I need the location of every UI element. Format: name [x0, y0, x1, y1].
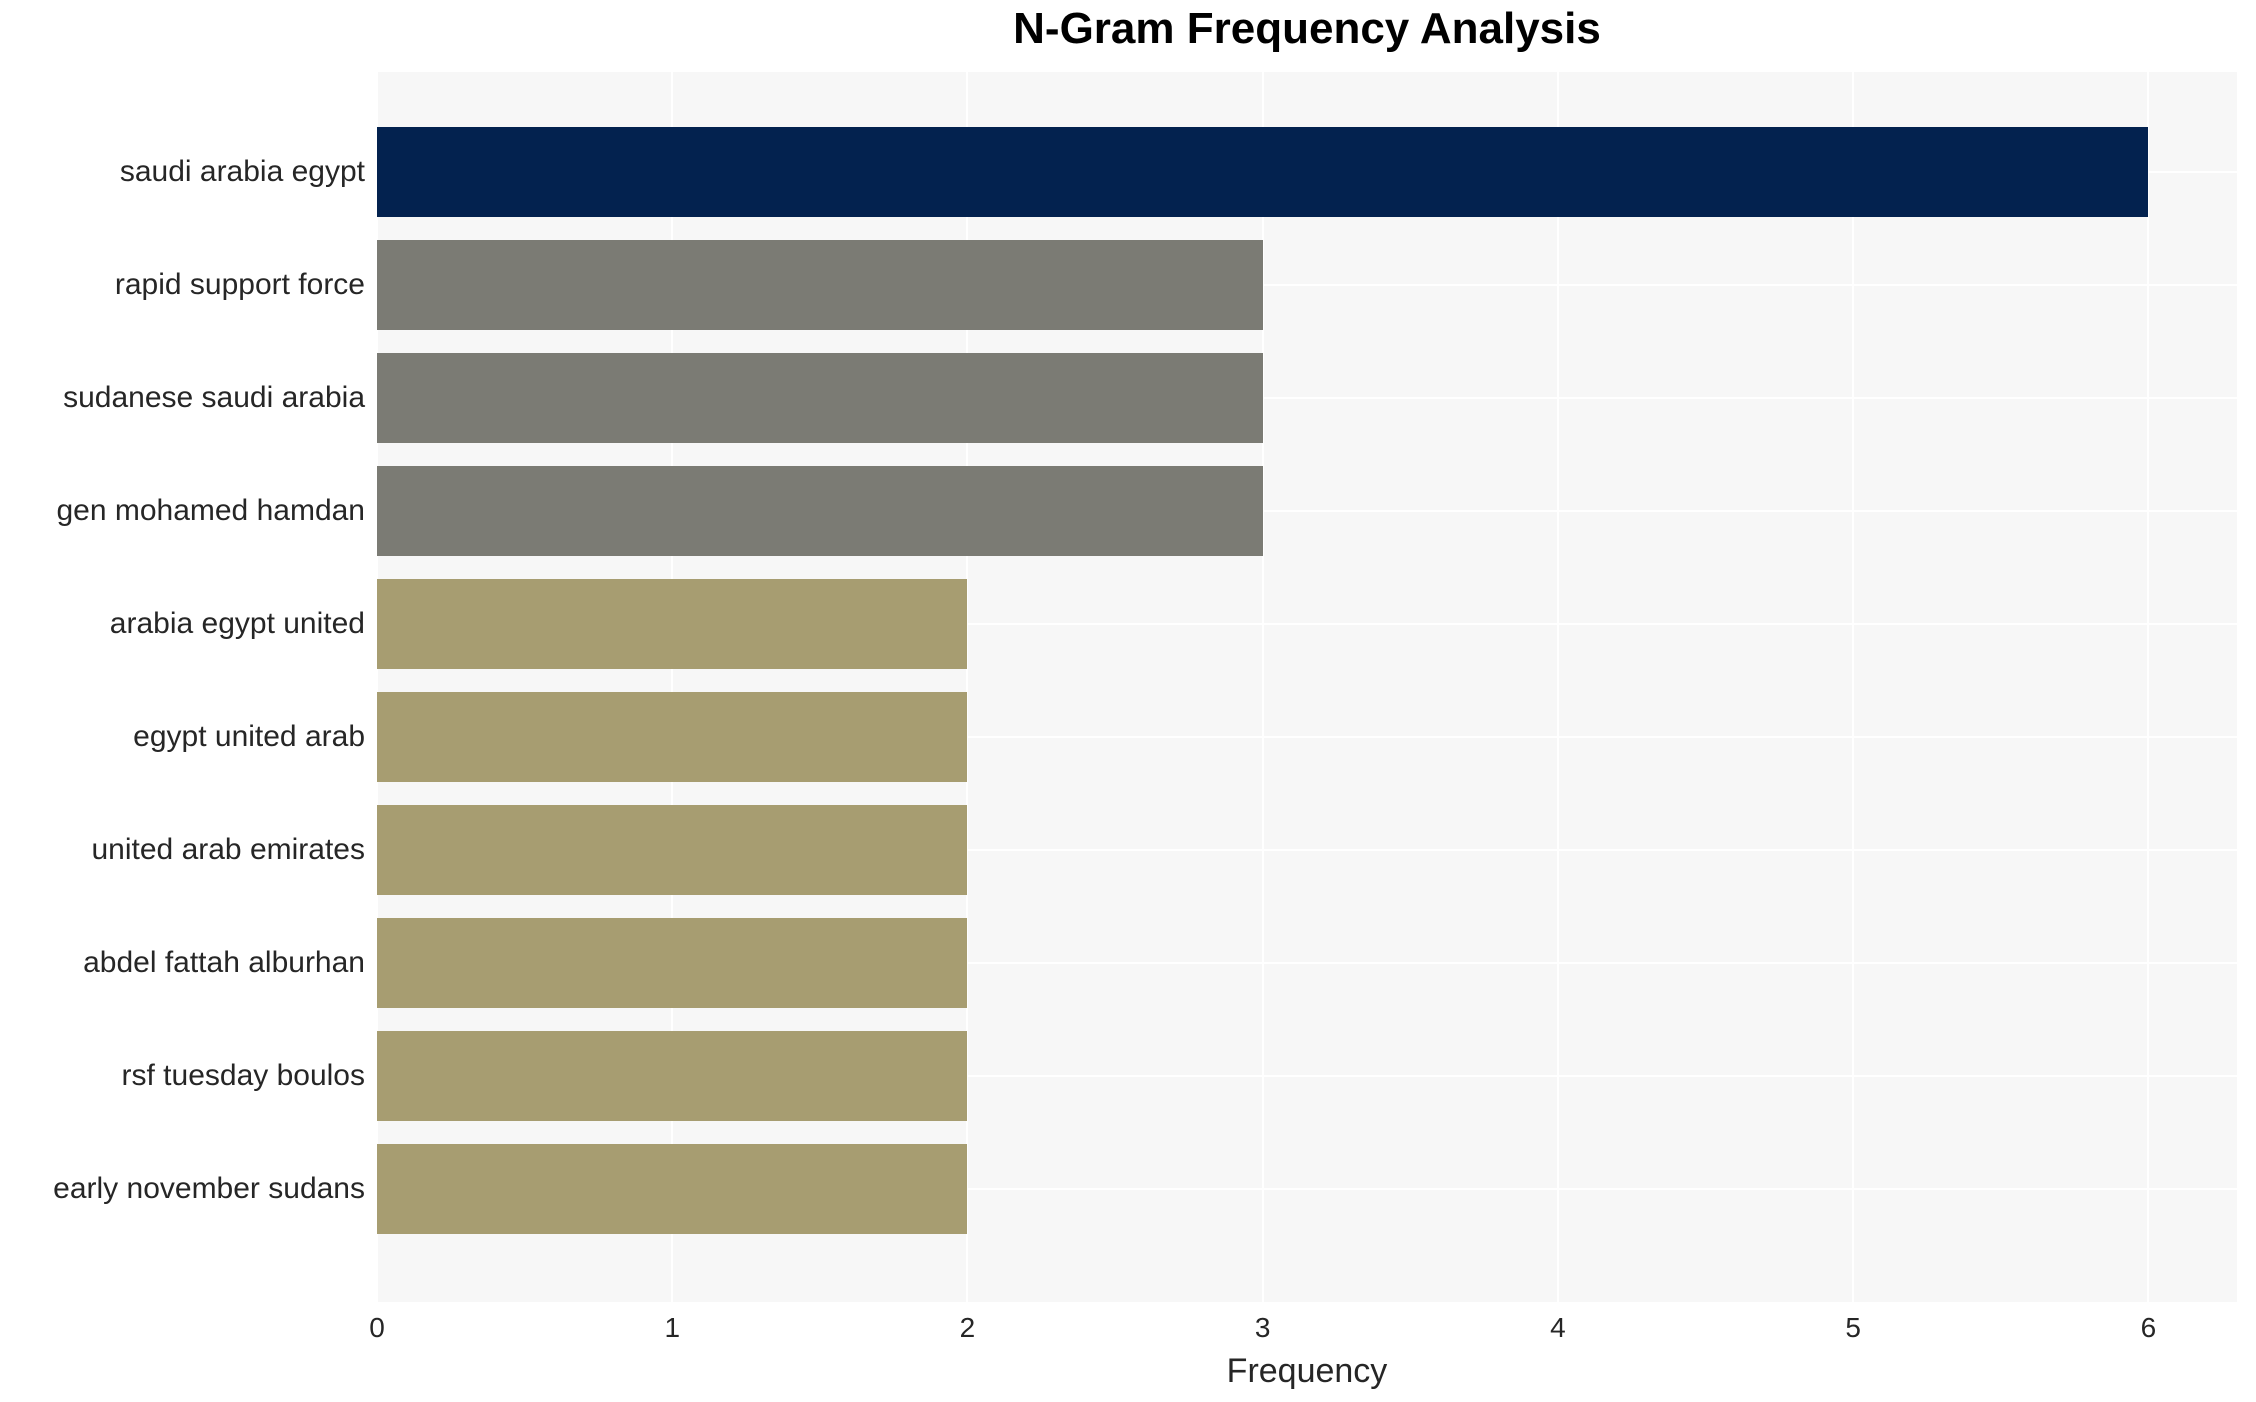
vertical-gridline [1852, 72, 1855, 1302]
horizontal-gridline [377, 736, 2237, 738]
bar-egypt-united-arab [377, 692, 968, 782]
y-tick-label: saudi arabia egypt [119, 155, 365, 188]
bar-arabia-egypt-united [377, 579, 968, 669]
vertical-gridline [376, 72, 378, 1302]
y-tick-label: gen mohamed hamdan [56, 494, 365, 527]
y-tick-label: united arab emirates [91, 833, 366, 866]
x-tick-label: 4 [1550, 1312, 1566, 1343]
y-tick-label: arabia egypt united [109, 607, 365, 640]
bar-abdel-fattah-alburhan [377, 918, 968, 1008]
chart-title: N-Gram Frequency Analysis [1013, 4, 1601, 53]
horizontal-gridline [377, 284, 2237, 286]
horizontal-gridline [377, 962, 2237, 964]
vertical-gridline [1261, 72, 1264, 1302]
y-tick-label: rsf tuesday boulos [121, 1059, 365, 1092]
x-tick-label: 3 [1254, 1312, 1271, 1343]
horizontal-gridline [377, 849, 2237, 851]
x-tick-label: 6 [2140, 1312, 2157, 1343]
bar-rsf-tuesday-boulos [377, 1031, 968, 1121]
y-tick-label: early november sudans [53, 1172, 365, 1205]
vertical-gridline [1556, 72, 1559, 1302]
x-tick-label: 2 [959, 1312, 976, 1343]
y-tick-label: abdel fattah alburhan [83, 946, 365, 979]
bar-gen-mohamed-hamdan [377, 466, 1263, 556]
x-axis-label: Frequency [1226, 1352, 1388, 1390]
y-tick-label: sudanese saudi arabia [63, 381, 365, 414]
x-tick-label: 0 [369, 1312, 385, 1343]
vertical-gridline [671, 72, 674, 1302]
x-tick-label: 5 [1845, 1312, 1861, 1343]
bar-early-november-sudans [377, 1144, 968, 1234]
vertical-gridline [2147, 72, 2150, 1302]
horizontal-gridline [377, 397, 2237, 399]
horizontal-gridline [377, 623, 2237, 625]
horizontal-gridline [377, 510, 2237, 512]
y-tick-label: egypt united arab [133, 720, 365, 753]
y-tick-label: rapid support force [114, 268, 365, 301]
horizontal-gridline [377, 1188, 2237, 1190]
plot-area [376, 72, 2237, 1302]
bar-rapid-support-force [377, 240, 1263, 330]
bar-saudi-arabia-egypt [377, 127, 2149, 217]
bar-sudanese-saudi-arabia [377, 353, 1263, 443]
vertical-gridline [966, 72, 969, 1302]
x-tick-label: 1 [664, 1312, 681, 1343]
horizontal-gridline [377, 1075, 2237, 1077]
bar-united-arab-emirates [377, 805, 968, 895]
